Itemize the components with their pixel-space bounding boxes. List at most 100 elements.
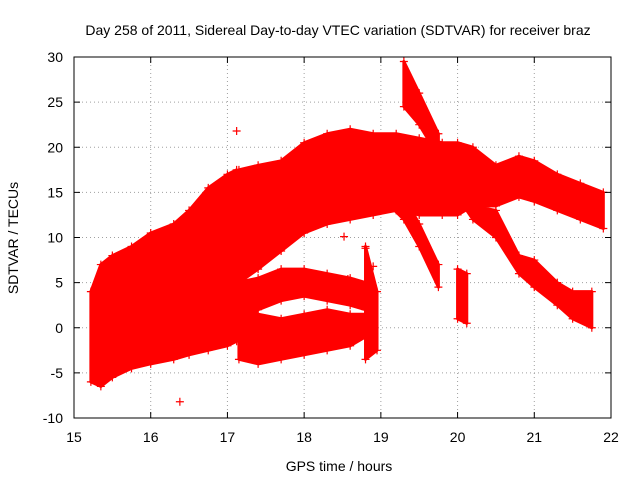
data-band-0	[89, 168, 239, 388]
data-point-0-2-min	[108, 373, 117, 382]
data-point-1-3-min	[300, 228, 309, 237]
data-point-0-6-min	[185, 350, 194, 359]
chart-title: Day 258 of 2011, Sidereal Day-to-day VTE…	[85, 22, 590, 38]
plot-area: 15 16 17 18 19 20 21 22 -10 -5 0 5 10 15 20 25 30	[43, 49, 619, 445]
data-point-1-0-max	[234, 165, 243, 174]
data-point-7-8-max	[587, 287, 596, 296]
data-point-1-12-max	[491, 161, 500, 170]
data-point-0-1-max	[96, 260, 105, 269]
data-point-7-6-min	[553, 301, 562, 310]
y-tick-label-8: 30	[47, 49, 63, 65]
data-point-9-1	[232, 127, 241, 136]
data-point-5-3-max	[434, 260, 443, 269]
data-point-1-5-min	[346, 215, 355, 224]
data-point-1-15-max	[553, 170, 562, 179]
data-point-2-0-min	[234, 355, 243, 364]
data-point-7-3-min	[491, 233, 500, 242]
data-point-1-3-max	[300, 138, 309, 147]
data-point-1-13-min	[514, 192, 523, 201]
data-point-3-5-min	[346, 301, 355, 310]
data-point-7-0-min	[438, 183, 447, 192]
y-axis-title: SDTVAR / TECUs	[5, 182, 21, 294]
data-point-4-1-max	[373, 287, 382, 296]
data-point-1-6-min	[369, 210, 378, 219]
data-point-9-2	[340, 232, 349, 241]
data-point-5-0-min	[376, 192, 385, 201]
data-point-1-2-max	[277, 156, 286, 165]
data-point-0-4-max	[146, 228, 155, 237]
data-point-0-0-max	[86, 287, 95, 296]
data-point-3-1-min	[254, 305, 263, 314]
data-point-2-3-max	[300, 310, 309, 319]
data-point-0-0-min	[86, 377, 95, 386]
data-point-2-2-min	[277, 355, 286, 364]
data-point-5-1-min	[399, 215, 408, 224]
y-tick-label-2: 0	[55, 320, 63, 336]
data-point-7-2-max	[468, 201, 477, 210]
data-point-2-3-min	[300, 350, 309, 359]
data-point-1-10-min	[453, 210, 462, 219]
data-point-1-6-max	[369, 129, 378, 138]
data-point-0-5-max	[169, 219, 178, 228]
data-point-0-3-max	[127, 242, 136, 251]
data-point-1-5-max	[346, 125, 355, 134]
data-point-5-0-max	[376, 179, 385, 188]
data-point-5-2-max	[415, 219, 424, 228]
data-band-4	[364, 245, 379, 361]
data-point-1-9-min	[438, 210, 447, 219]
data-point-3-4-min	[323, 296, 332, 305]
data-point-2-4-min	[323, 346, 332, 355]
data-point-0-7-min	[204, 346, 213, 355]
data-point-6-2-min	[434, 152, 443, 161]
data-point-7-7-min	[568, 314, 577, 323]
data-point-2-5-max	[346, 310, 355, 319]
data-point-6-2-max	[434, 129, 443, 138]
x-tick-label-0: 15	[66, 429, 82, 445]
data-point-3-2-min	[277, 296, 286, 305]
data-point-0-2-max	[108, 251, 117, 260]
data-point-7-4-max	[514, 251, 523, 260]
y-tick-label-0: -10	[43, 410, 63, 426]
data-point-0-5-min	[169, 355, 178, 364]
data-point-9-3	[343, 275, 352, 284]
y-tick-label-5: 15	[47, 184, 63, 200]
data-point-7-1-max	[453, 179, 462, 188]
data-point-3-4-max	[323, 269, 332, 278]
data-point-0-8-max	[223, 170, 232, 179]
data-point-7-5-min	[530, 283, 539, 292]
data-point-4-1-min	[373, 346, 382, 355]
data-band-1	[237, 127, 605, 285]
y-tick-label-1: -5	[51, 365, 64, 381]
data-point-1-4-max	[323, 129, 332, 138]
data-point-1-11-max	[468, 143, 477, 152]
y-tick-label-6: 20	[47, 139, 63, 155]
data-point-2-1-min	[254, 359, 263, 368]
data-point-7-3-max	[491, 206, 500, 215]
x-tick-label-3: 18	[296, 429, 312, 445]
data-point-8-1-min	[462, 319, 471, 328]
data-point-1-14-max	[530, 156, 539, 165]
data-point-3-0-max	[232, 278, 241, 287]
x-tick-label-4: 19	[373, 429, 389, 445]
data-point-7-4-min	[514, 269, 523, 278]
x-tick-label-5: 20	[450, 429, 466, 445]
data-point-1-7-max	[392, 129, 401, 138]
data-point-1-17-min	[599, 224, 608, 233]
data-point-0-8-min	[223, 341, 232, 350]
x-tick-label-2: 17	[220, 429, 236, 445]
data-point-6-0-max	[399, 57, 408, 66]
data-point-1-1-max	[254, 161, 263, 170]
data-point-9-4	[361, 244, 370, 253]
data-band-8	[456, 267, 469, 325]
data-point-3-2-max	[277, 265, 286, 274]
data-point-1-16-max	[576, 179, 585, 188]
data-point-7-8-min	[587, 323, 596, 332]
data-point-2-2-max	[277, 314, 286, 323]
data-point-1-8-min	[415, 210, 424, 219]
data-point-1-10-max	[453, 138, 462, 147]
data-point-9-5	[369, 262, 378, 271]
data-point-6-1-max	[415, 89, 424, 98]
data-point-4-0-min	[361, 355, 370, 364]
